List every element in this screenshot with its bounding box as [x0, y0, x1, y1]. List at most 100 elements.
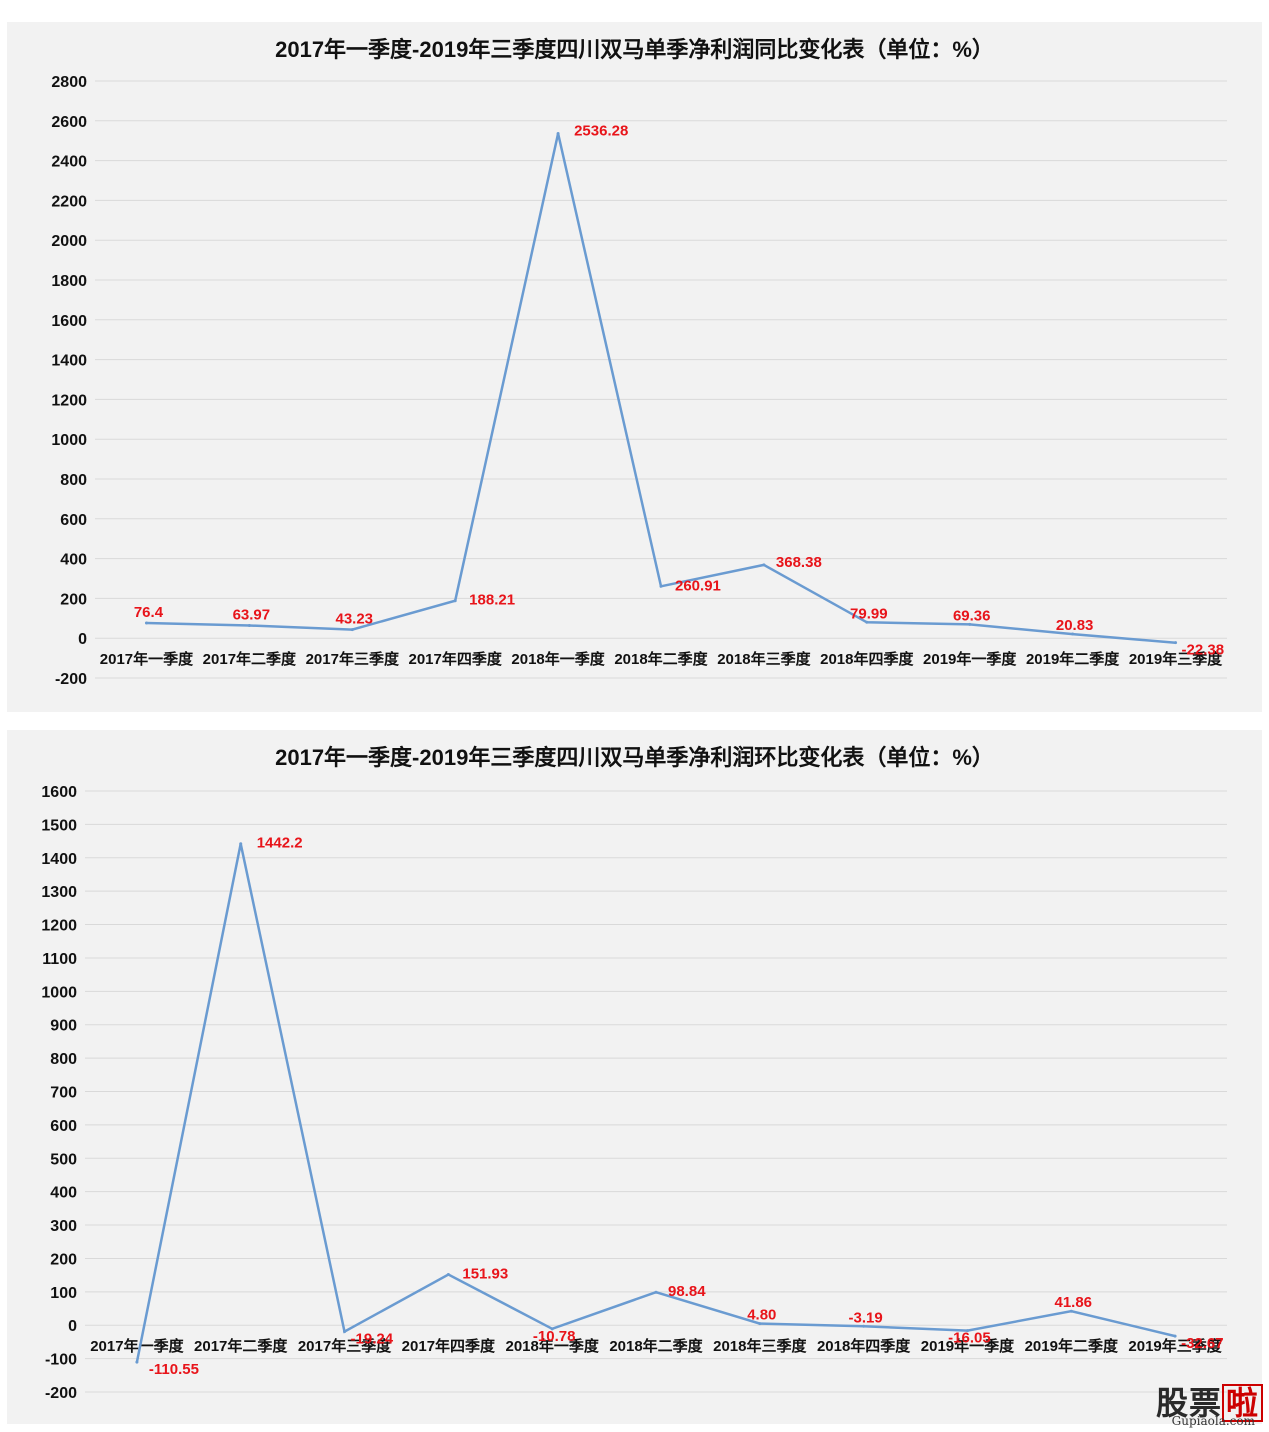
y-tick-label: 500 [50, 1151, 77, 1168]
y-tick-label: 1500 [41, 817, 77, 834]
data-label: 260.91 [675, 577, 721, 594]
data-label: 43.23 [335, 611, 373, 628]
x-tick-label: 2017年二季度 [203, 650, 297, 668]
data-label: 79.99 [850, 605, 888, 622]
data-point [862, 1324, 866, 1328]
x-tick-label: 2019年一季度 [921, 1337, 1015, 1355]
data-label: -22.38 [1182, 642, 1225, 659]
chart-panel-yoy: 2017年一季度-2019年三季度四川双马单季净利润同比变化表（单位：%） -2… [7, 22, 1262, 712]
y-tick-label: 0 [68, 1318, 77, 1335]
y-tick-label: 2000 [51, 233, 87, 250]
data-label: -32.67 [1181, 1335, 1224, 1352]
data-label: 98.84 [668, 1283, 706, 1300]
y-tick-label: 700 [50, 1085, 77, 1102]
watermark-logo: 股票啦 Gupiaola.com [1145, 1378, 1263, 1428]
data-point [343, 1330, 347, 1334]
y-tick-label: 200 [50, 1251, 77, 1268]
data-label: -16.05 [948, 1330, 991, 1347]
data-label: 76.4 [134, 604, 164, 621]
x-tick-label: 2017年三季度 [306, 650, 400, 668]
x-tick-label: 2018年三季度 [717, 650, 811, 668]
y-tick-label: 1200 [41, 918, 77, 935]
y-tick-label: 600 [50, 1118, 77, 1135]
data-label: 4.80 [747, 1307, 776, 1324]
data-label: -19.24 [351, 1331, 394, 1348]
data-point [865, 620, 869, 624]
y-tick-label: -200 [45, 1385, 77, 1402]
chart-title: 2017年一季度-2019年三季度四川双马单季净利润环比变化表（单位：%） [275, 745, 994, 770]
data-label: -110.55 [149, 1361, 199, 1378]
x-tick-label: 2017年一季度 [90, 1337, 184, 1355]
data-point [446, 1272, 450, 1276]
x-tick-label: 2018年二季度 [614, 650, 708, 668]
data-label: 63.97 [233, 606, 271, 623]
y-tick-label: 2600 [51, 114, 87, 131]
data-point [144, 621, 148, 625]
x-tick-label: 2019年一季度 [923, 650, 1017, 668]
data-label: -3.19 [849, 1309, 883, 1326]
x-tick-label: 2019年二季度 [1025, 1337, 1119, 1355]
y-tick-label: 900 [50, 1018, 77, 1035]
data-point [135, 1360, 139, 1364]
data-label: 1442.2 [257, 835, 303, 852]
chart-title: 2017年一季度-2019年三季度四川双马单季净利润同比变化表（单位：%） [275, 37, 994, 62]
y-tick-label: -100 [45, 1352, 77, 1369]
y-tick-label: 1000 [41, 984, 77, 1001]
data-point [1173, 1334, 1177, 1338]
y-tick-label: 1400 [51, 353, 87, 370]
y-tick-label: 1100 [42, 951, 77, 968]
x-tick-label: 2018年一季度 [505, 1337, 599, 1355]
x-tick-label: 2017年一季度 [100, 650, 194, 668]
watermark-box-char: 啦 [1221, 1384, 1263, 1422]
y-tick-label: 0 [78, 631, 87, 648]
y-tick-label: 300 [50, 1218, 77, 1235]
data-point [654, 1290, 658, 1294]
x-tick-label: 2019年二季度 [1026, 650, 1120, 668]
data-label: 2536.28 [574, 122, 628, 139]
y-tick-label: 800 [60, 472, 87, 489]
data-point [1071, 632, 1075, 636]
x-tick-label: 2017年三季度 [298, 1337, 392, 1355]
data-point [965, 1329, 969, 1333]
data-label: 69.36 [953, 607, 991, 624]
y-tick-label: 1200 [51, 392, 87, 409]
data-point [1069, 1309, 1073, 1313]
data-point [762, 563, 766, 567]
data-label: 368.38 [776, 554, 822, 571]
data-point [247, 623, 251, 627]
y-tick-label: -200 [55, 671, 87, 688]
x-tick-label: 2018年一季度 [511, 650, 605, 668]
y-tick-label: 2400 [51, 154, 87, 171]
x-tick-label: 2017年二季度 [194, 1337, 288, 1355]
x-tick-label: 2018年四季度 [820, 650, 914, 668]
data-point [659, 584, 663, 588]
x-tick-label: 2018年四季度 [817, 1337, 911, 1355]
data-point [758, 1322, 762, 1326]
watermark-text: 股票 [1155, 1384, 1222, 1422]
y-tick-label: 400 [50, 1185, 77, 1202]
data-label: -10.78 [533, 1328, 576, 1345]
y-tick-label: 200 [60, 591, 87, 608]
y-tick-label: 1600 [51, 313, 87, 330]
data-label: 41.86 [1054, 1294, 1092, 1311]
line-chart-yoy: -200 0 200 400 600 800 1000 1200 1400 1600 1800 200… [51, 74, 1227, 688]
y-tick-label: 1800 [51, 273, 87, 290]
y-tick-label: 400 [60, 552, 87, 569]
y-tick-label: 1000 [51, 432, 87, 449]
y-tick-label: 100 [50, 1285, 77, 1302]
y-tick-label: 600 [60, 512, 87, 529]
x-tick-label: 2017年四季度 [402, 1337, 496, 1355]
y-tick-label: 1300 [41, 884, 77, 901]
y-tick-label: 1600 [41, 784, 77, 801]
line-chart-qoq: -200 -100 0 100 200 300 400 500 600 700 800 900 1000… [41, 784, 1227, 1402]
data-point [350, 628, 354, 632]
series-line [135, 843, 1176, 1363]
y-tick-label: 2800 [51, 74, 87, 91]
data-point [453, 599, 457, 603]
data-point [968, 622, 972, 626]
watermark-url: Gupiaola.com [1171, 1414, 1255, 1428]
y-tick-label: 2200 [51, 193, 87, 210]
data-label: 188.21 [469, 592, 515, 609]
data-point [1174, 641, 1178, 645]
x-tick-label: 2019年三季度 [1129, 650, 1223, 668]
